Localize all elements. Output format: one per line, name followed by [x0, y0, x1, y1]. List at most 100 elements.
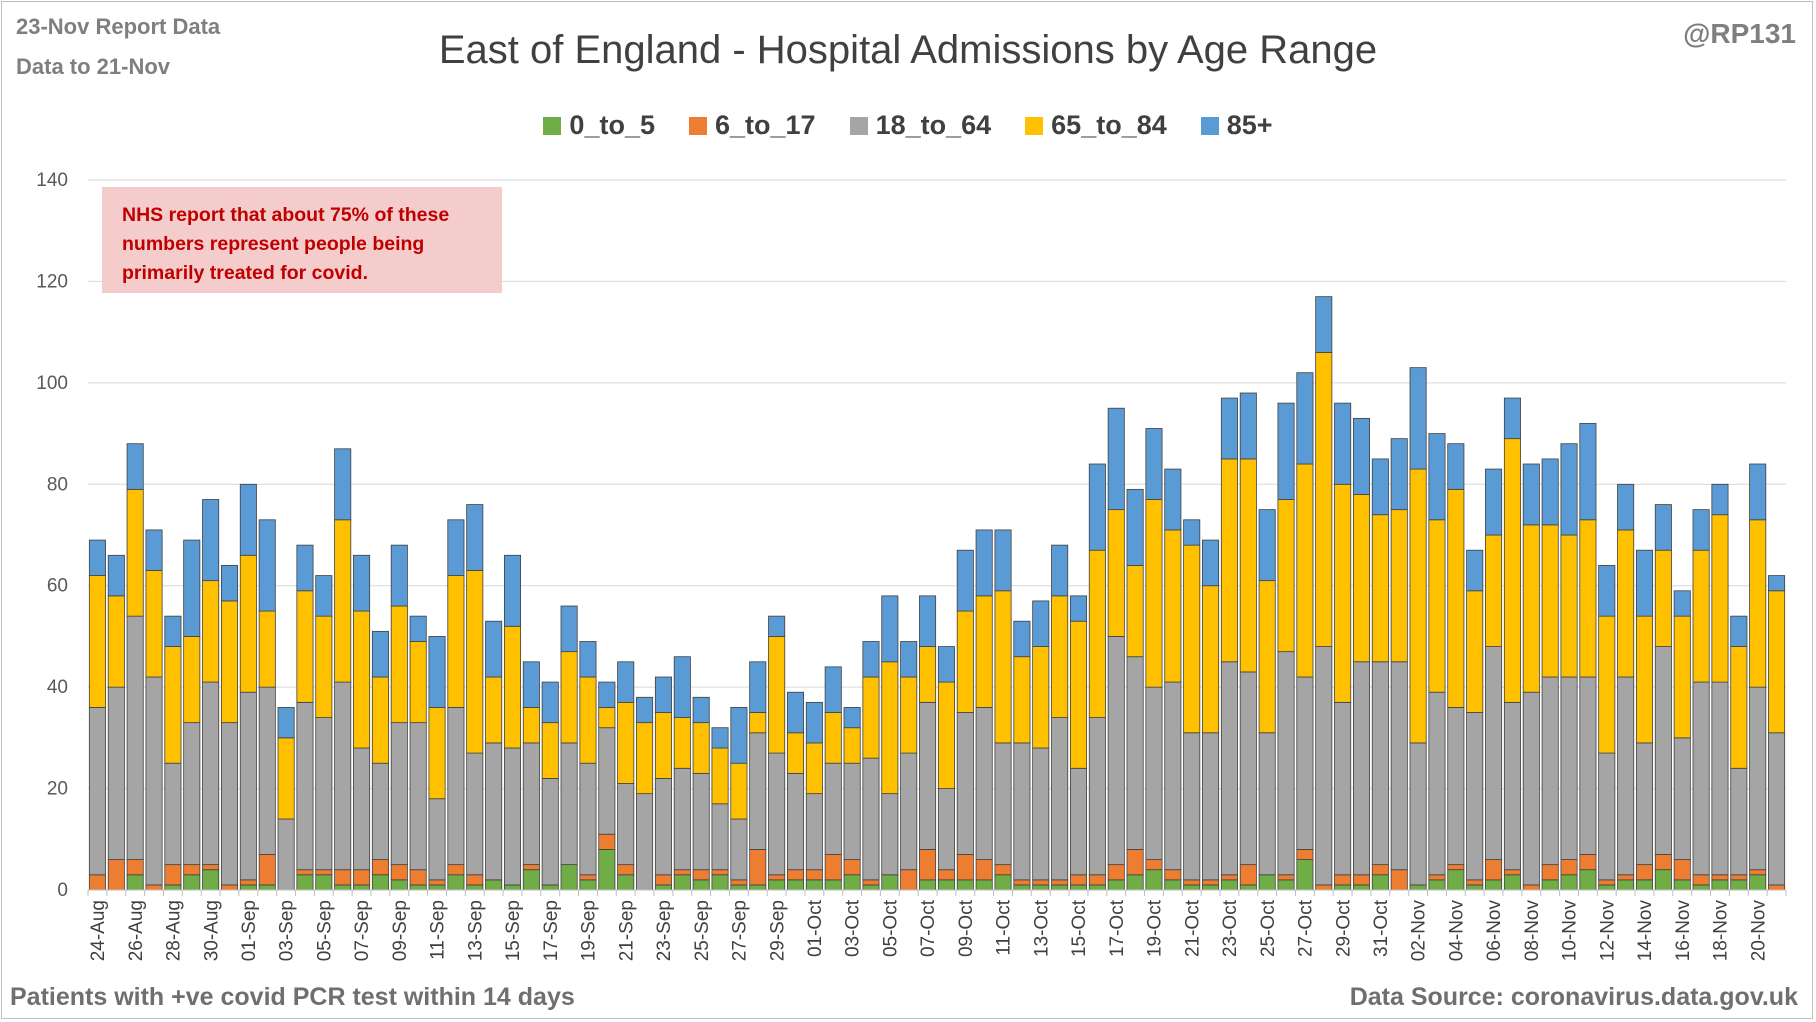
bar-segment-18_to_64	[919, 701, 937, 850]
bar-segment-85plus	[975, 529, 993, 597]
bar-segment-6_to_17	[730, 879, 748, 886]
bar-segment-6_to_17	[1617, 874, 1635, 881]
bar-segment-65_to_84	[1145, 499, 1163, 688]
x-tick-label: 30-Aug	[201, 900, 222, 961]
bar-segment-6_to_17	[956, 854, 974, 881]
bar-segment-85plus	[1560, 443, 1578, 536]
bar-segment-6_to_17	[239, 879, 257, 886]
report-date-label: 23-Nov Report Data	[16, 14, 221, 39]
bar-segment-6_to_17	[824, 854, 842, 881]
bar-segment-0_to_5	[975, 879, 993, 891]
bar-segment-18_to_64	[843, 762, 861, 860]
bar-segment-18_to_64	[315, 717, 333, 871]
x-tick-label: 03-Oct	[843, 899, 864, 957]
bar-segment-18_to_64	[1409, 742, 1427, 886]
bar-segment-6_to_17	[1447, 864, 1465, 871]
bar-segment-65_to_84	[107, 595, 125, 688]
x-tick-label: 21-Sep	[616, 900, 637, 961]
bar-segment-85plus	[1692, 509, 1710, 551]
bar-segment-65_to_84	[919, 646, 937, 703]
bar-segment-18_to_64	[862, 757, 880, 881]
bar-segment-18_to_64	[1126, 656, 1144, 850]
bar-segment-6_to_17	[126, 859, 144, 876]
bar-segment-18_to_64	[353, 747, 371, 871]
bar-segment-6_to_17	[1560, 859, 1578, 876]
bar-segment-18_to_64	[805, 793, 823, 871]
bar-segment-65_to_84	[786, 732, 805, 774]
bar-segment-18_to_64	[1711, 681, 1729, 876]
bar-segment-85plus	[315, 575, 333, 617]
bar-segment-6_to_17	[107, 859, 125, 891]
bar-segment-85plus	[353, 554, 371, 612]
bar-segment-65_to_84	[1730, 646, 1748, 769]
bar-segment-85plus	[145, 529, 163, 571]
bar-segment-0_to_5	[560, 864, 578, 891]
bar-segment-18_to_64	[1768, 732, 1786, 886]
bar-segment-85plus	[371, 630, 389, 678]
bar-segment-65_to_84	[126, 488, 144, 617]
legend-item: 85+	[1200, 110, 1273, 141]
bar-segment-18_to_64	[692, 772, 710, 871]
bar-segment-65_to_84	[1164, 529, 1182, 683]
data-date-label: Data to 21-Nov	[16, 54, 171, 79]
bar-segment-18_to_64	[1428, 691, 1446, 876]
bar-segment-6_to_17	[1334, 874, 1352, 886]
bar-segment-0_to_5	[1277, 879, 1295, 891]
bar-segment-6_to_17	[919, 849, 937, 881]
bar-segment-85plus	[711, 727, 729, 749]
bar-segment-85plus	[805, 701, 823, 744]
bar-segment-65_to_84	[466, 570, 484, 754]
bar-segment-0_to_5	[258, 884, 276, 891]
bar-segment-0_to_5	[1617, 879, 1635, 891]
bar-segment-18_to_64	[673, 767, 691, 871]
bar-segment-18_to_64	[1522, 691, 1540, 886]
bar-segment-18_to_64	[975, 707, 993, 860]
bar-segment-18_to_64	[1220, 661, 1238, 876]
bar-segment-65_to_84	[390, 605, 408, 724]
footer-note: Patients with +ve covid PCR test within …	[10, 983, 575, 1011]
bar-segment-65_to_84	[1485, 534, 1503, 647]
bar-segment-18_to_64	[730, 818, 748, 881]
bar-segment-18_to_64	[1013, 742, 1031, 881]
bar-segment-0_to_5	[1013, 884, 1031, 891]
bar-segment-85plus	[1220, 397, 1238, 460]
x-tick-label: 19-Oct	[1145, 899, 1166, 957]
bar-segment-85plus	[598, 681, 616, 708]
bar-segment-0_to_5	[617, 874, 635, 891]
bar-segment-0_to_5	[692, 879, 710, 891]
bar-segment-85plus	[1258, 509, 1276, 582]
bar-segment-85plus	[1635, 549, 1654, 617]
bar-segment-18_to_64	[277, 818, 295, 891]
bar-segment-6_to_17	[994, 864, 1012, 876]
bar-segment-65_to_84	[1409, 468, 1427, 744]
bar-segment-0_to_5	[1088, 884, 1106, 891]
bar-segment-85plus	[824, 666, 842, 713]
bar-segment-6_to_17	[371, 859, 389, 876]
bar-segment-85plus	[579, 641, 597, 678]
x-tick-label: 23-Sep	[654, 900, 675, 961]
bar-segment-65_to_84	[1768, 590, 1786, 734]
bar-segment-85plus	[1617, 483, 1635, 531]
bar-segment-65_to_84	[1258, 580, 1276, 734]
bar-segment-85plus	[1013, 620, 1031, 658]
bar-segment-0_to_5	[1673, 879, 1691, 891]
bar-segment-65_to_84	[183, 636, 201, 724]
bar-segment-6_to_17	[447, 864, 465, 876]
bar-segment-65_to_84	[900, 676, 918, 754]
bar-segment-6_to_17	[1145, 859, 1163, 871]
bar-segment-0_to_5	[1126, 874, 1144, 891]
bar-segment-18_to_64	[1485, 646, 1503, 860]
x-tick-label: 26-Aug	[126, 900, 147, 961]
x-tick-label: 27-Sep	[730, 900, 751, 961]
bar-segment-85plus	[730, 707, 748, 764]
bar-segment-6_to_17	[1126, 849, 1144, 876]
bar-segment-6_to_17	[937, 869, 955, 881]
bar-segment-18_to_64	[1069, 767, 1088, 876]
bar-segment-0_to_5	[202, 869, 220, 891]
bar-segment-18_to_64	[1447, 707, 1465, 866]
bar-segment-65_to_84	[956, 610, 974, 713]
bar-segment-65_to_84	[1013, 656, 1031, 744]
bar-segment-85plus	[749, 661, 767, 713]
bar-segment-85plus	[334, 448, 352, 521]
